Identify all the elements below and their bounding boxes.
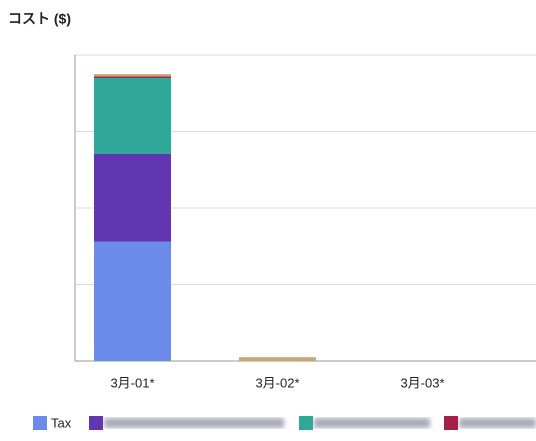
chart-title: コスト ($) (8, 11, 71, 27)
bar-segment (94, 74, 171, 77)
blurred-legend-text (104, 418, 536, 428)
x-tick-label: 3月-02* (255, 375, 299, 390)
bar-segment (94, 77, 171, 154)
bar-segment (94, 153, 171, 242)
legend-swatch (33, 416, 47, 430)
x-tick-label: 3月-03* (400, 375, 444, 390)
legend-swatch (299, 416, 313, 430)
legend-swatch (444, 416, 458, 430)
legend-swatch (89, 416, 103, 430)
bar-segment (239, 357, 316, 361)
bar-segment (94, 241, 171, 361)
x-tick-label: 3月-01* (110, 375, 154, 390)
legend-label: Tax (51, 415, 72, 430)
bar-segment (94, 76, 171, 78)
